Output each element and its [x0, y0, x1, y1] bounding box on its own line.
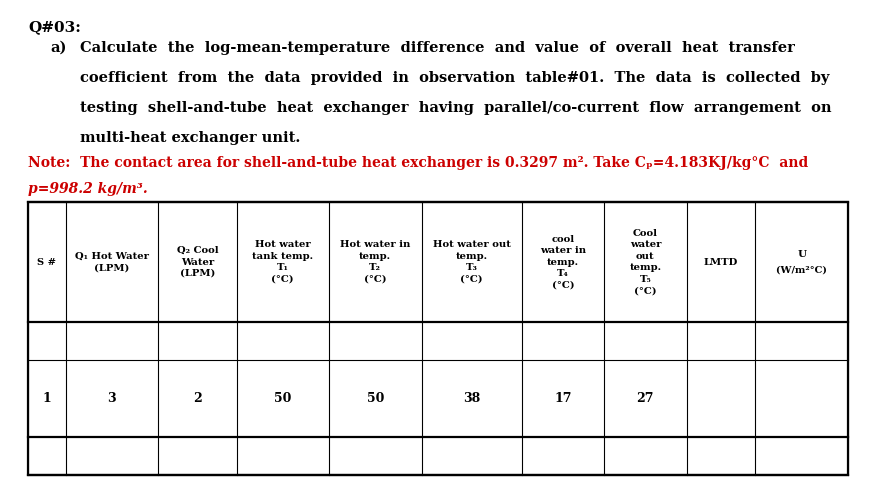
Text: testing  shell-and-tube  heat  exchanger  having  parallel/co-current  flow  arr: testing shell-and-tube heat exchanger ha…: [80, 101, 831, 115]
Text: 50: 50: [274, 392, 292, 405]
Text: 38: 38: [463, 392, 480, 405]
Text: coefficient  from  the  data  provided  in  observation  table#01.  The  data  i: coefficient from the data provided in ob…: [80, 71, 829, 85]
Text: a): a): [50, 41, 66, 55]
Text: Cool
water
out
temp.
T₅
(°C): Cool water out temp. T₅ (°C): [629, 229, 662, 295]
Text: 3: 3: [107, 392, 116, 405]
Text: 50: 50: [367, 392, 384, 405]
Text: Calculate  the  log-mean-temperature  difference  and  value  of  overall  heat : Calculate the log-mean-temperature diffe…: [80, 41, 795, 55]
Text: Hot water out
temp.
T₃
(°C): Hot water out temp. T₃ (°C): [433, 241, 511, 284]
Text: U: U: [797, 250, 807, 258]
Text: Note:  The contact area for shell-and-tube heat exchanger is 0.3297 m². Take Cₚ=: Note: The contact area for shell-and-tub…: [28, 156, 808, 170]
Text: S #: S #: [38, 257, 57, 267]
Text: Q#03:: Q#03:: [28, 20, 81, 34]
Text: multi-heat exchanger unit.: multi-heat exchanger unit.: [80, 131, 300, 145]
Text: (W/⁠m²°C): (W/⁠m²°C): [776, 266, 828, 274]
Bar: [28, 202, 848, 475]
Text: 17: 17: [554, 392, 572, 405]
Text: p=998.2 kg/m³.: p=998.2 kg/m³.: [28, 182, 148, 196]
Text: LMTD: LMTD: [704, 257, 739, 267]
Text: 27: 27: [636, 392, 654, 405]
Text: Hot water in
temp.
T₂
(°C): Hot water in temp. T₂ (°C): [340, 241, 410, 284]
Text: Q₁ Hot Water
(LPM): Q₁ Hot Water (LPM): [75, 252, 149, 272]
Text: Hot water
tank temp.
T₁
(°C): Hot water tank temp. T₁ (°C): [252, 241, 313, 284]
Text: Q₂ Cool
Water
(LPM): Q₂ Cool Water (LPM): [176, 246, 218, 278]
Text: 1: 1: [43, 392, 52, 405]
Text: 2: 2: [193, 392, 202, 405]
Text: cool
water in
temp.
T₄
(°C): cool water in temp. T₄ (°C): [540, 235, 586, 289]
